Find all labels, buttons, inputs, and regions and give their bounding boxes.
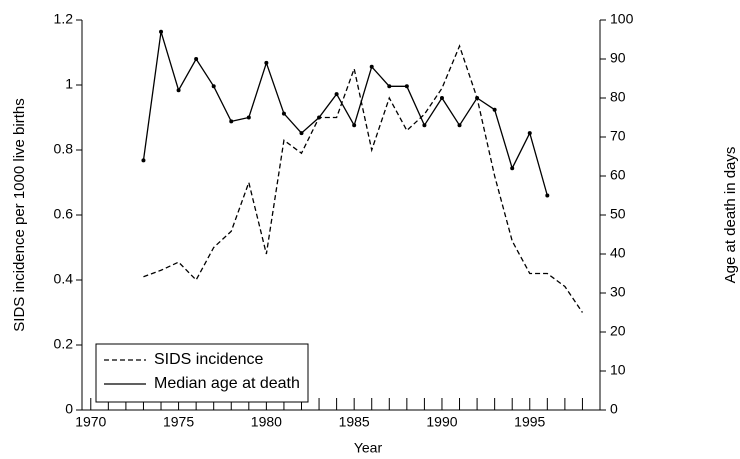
y-tick-label: 1 xyxy=(65,76,73,92)
y-tick-label: 0.4 xyxy=(54,271,74,287)
x-tick-label: 1990 xyxy=(426,414,457,430)
x-tick-label: 1995 xyxy=(514,414,545,430)
legend-label: SIDS incidence xyxy=(154,351,263,368)
y2-tick-label: 0 xyxy=(610,401,618,417)
legend-box xyxy=(95,343,309,403)
x-tick-label: 1975 xyxy=(163,414,194,430)
x-tick-label: 1980 xyxy=(251,414,282,430)
y2-tick-label: 70 xyxy=(610,128,626,144)
legend-label: Median age at death xyxy=(154,375,300,392)
y-tick-label: 1.2 xyxy=(54,11,74,27)
series-point xyxy=(264,60,269,65)
y-tick-label: 0.8 xyxy=(54,141,74,157)
series-point xyxy=(229,119,234,124)
y2-tick-label: 90 xyxy=(610,50,626,66)
series-point xyxy=(281,111,286,116)
series-point xyxy=(194,57,199,61)
y2-tick-label: 50 xyxy=(610,206,626,222)
y2-tick-label: 40 xyxy=(610,245,626,261)
series-point xyxy=(141,158,146,163)
series-point xyxy=(510,166,515,171)
y2-tick-label: 80 xyxy=(610,89,626,105)
y2-tick-label: 10 xyxy=(610,362,626,378)
series-point xyxy=(211,84,216,89)
series-point xyxy=(159,29,164,34)
y-tick-label: 0.6 xyxy=(54,206,74,222)
series-point xyxy=(369,64,374,69)
series-point xyxy=(404,84,409,89)
series-point xyxy=(545,193,550,198)
series-point xyxy=(475,96,480,100)
series-point xyxy=(387,84,392,89)
series-point xyxy=(352,123,357,128)
y2-tick-label: 30 xyxy=(610,284,626,300)
x-tick-label: 1970 xyxy=(75,414,106,430)
series-point xyxy=(527,131,532,136)
x-tick-label: 1985 xyxy=(339,414,370,430)
series-point xyxy=(317,115,322,120)
series-point xyxy=(457,123,462,128)
series-line xyxy=(142,31,548,196)
y2-tick-label: 20 xyxy=(610,323,626,339)
series-point xyxy=(334,92,339,97)
y2-tick-label: 100 xyxy=(610,11,634,27)
series-point xyxy=(439,96,444,100)
y-tick-label: 0.2 xyxy=(54,336,74,352)
series-line xyxy=(143,44,583,313)
y2-tick-label: 60 xyxy=(610,167,626,183)
y-axis-label: SIDS incidence per 1000 live births xyxy=(11,98,28,331)
series-point xyxy=(492,107,497,112)
series-point xyxy=(422,123,427,128)
y-tick-label: 0 xyxy=(65,401,73,417)
series-point xyxy=(246,115,251,120)
y2-axis-label: Age at death in days xyxy=(722,147,739,284)
x-axis-label: Year xyxy=(354,440,383,456)
series-point xyxy=(299,131,304,136)
series-point xyxy=(176,88,181,93)
